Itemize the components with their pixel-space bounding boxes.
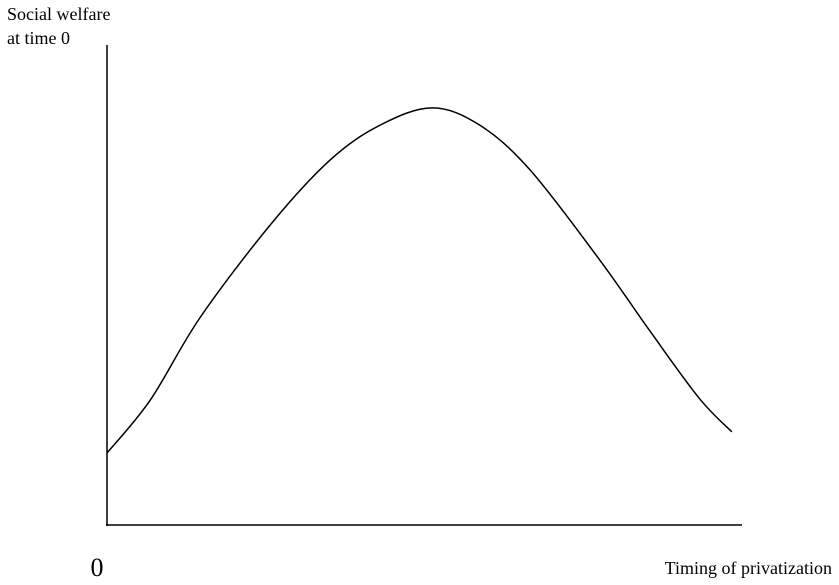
y-axis-label: Social welfare (7, 4, 110, 24)
x-tick-label: 0 (91, 553, 104, 582)
x-axis-label: Timing of privatization (665, 558, 832, 578)
y-axis-label: at time 0 (7, 28, 70, 48)
curve (106, 107, 733, 454)
